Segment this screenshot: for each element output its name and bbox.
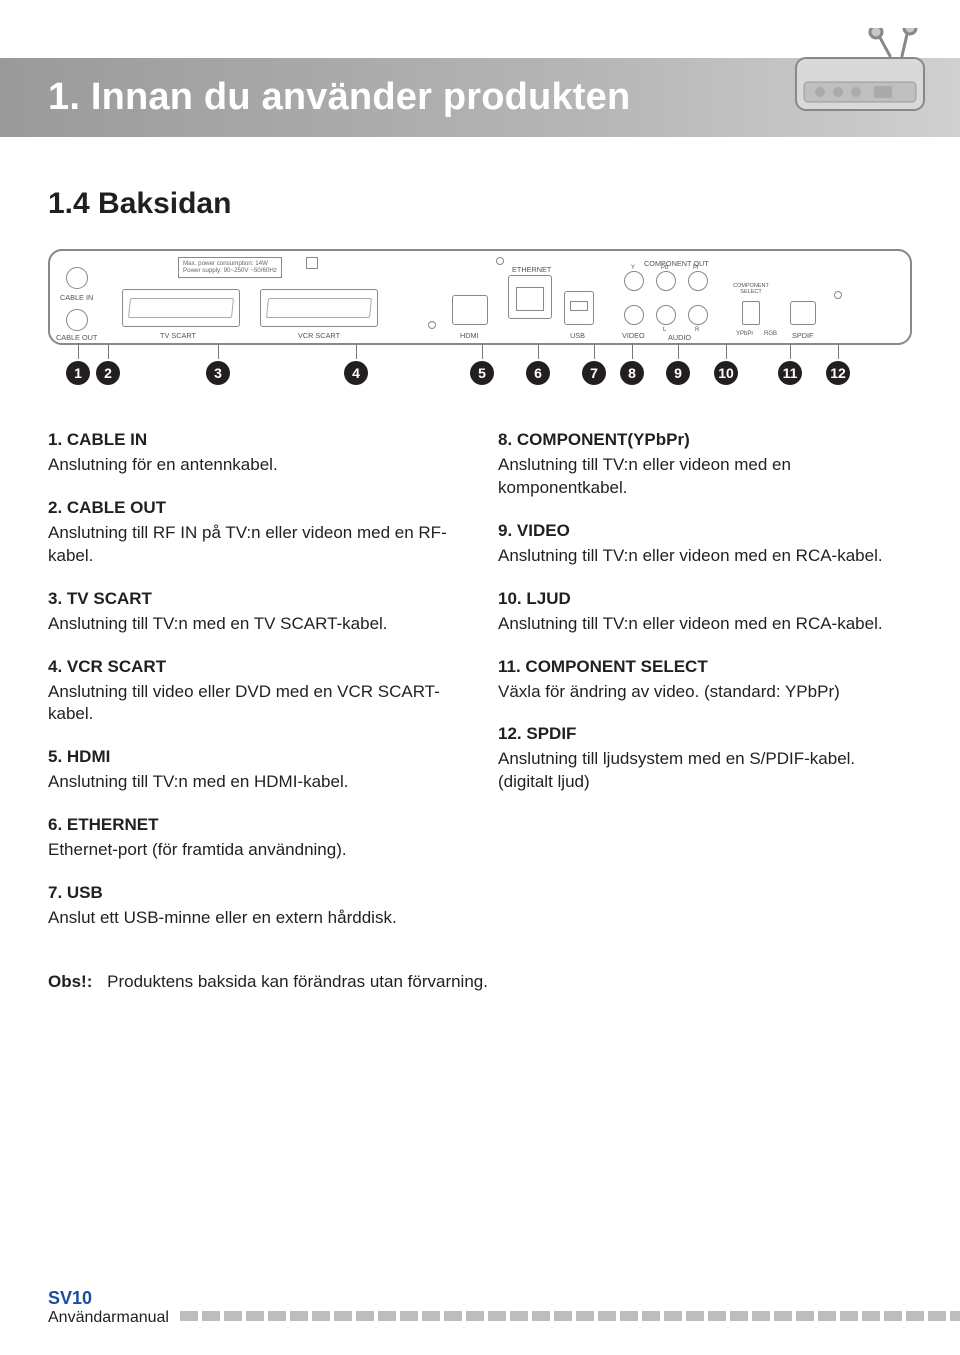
- item-desc: Anslutning till TV:n med en TV SCART-kab…: [48, 613, 462, 636]
- callout-9: 9: [666, 361, 690, 385]
- item-name: LJUD: [526, 589, 570, 608]
- callout-4: 4: [344, 361, 368, 385]
- item-number: 10.: [498, 589, 526, 608]
- list-item: 7. USB Anslut ett USB-minne eller en exte…: [48, 882, 462, 930]
- chapter-header: 1. Innan du använder produkten: [0, 58, 960, 137]
- callout-3: 3: [206, 361, 230, 385]
- callout-row: 123456789101112: [48, 361, 912, 401]
- item-desc: Anslutning till RF IN på TV:n eller vide…: [48, 522, 462, 568]
- note-text: Produktens baksida kan förändras utan fö…: [107, 972, 488, 991]
- item-number: 12.: [498, 724, 526, 743]
- page-footer: SV10 Användarmanual: [48, 1288, 169, 1327]
- footer-decoration: [180, 1311, 960, 1321]
- note-label: Obs!:: [48, 972, 92, 991]
- page-number: SV10: [48, 1288, 169, 1309]
- item-desc: Anslut ett USB-minne eller en extern hår…: [48, 907, 462, 930]
- callout-10: 10: [714, 361, 738, 385]
- description-columns: 1. CABLE IN Anslutning för en antennkabel…: [48, 429, 912, 950]
- list-item: 5. HDMI Anslutning till TV:n med en HDMI-…: [48, 746, 462, 794]
- item-desc: Ethernet-port (för framtida användning).: [48, 839, 462, 862]
- manual-label: Användarmanual: [48, 1309, 169, 1327]
- item-name: SPDIF: [526, 724, 576, 743]
- item-name: TV SCART: [67, 589, 152, 608]
- section-title: 1.4 Baksidan: [48, 187, 960, 221]
- item-desc: Anslutning till TV:n eller videon med en…: [498, 454, 912, 500]
- item-name: USB: [67, 883, 103, 902]
- item-number: 11.: [498, 657, 525, 676]
- item-name: ETHERNET: [67, 815, 159, 834]
- right-column: 8. COMPONENT(YPbPr) Anslutning till TV:n …: [498, 429, 912, 950]
- item-desc: Anslutning till TV:n eller videon med en…: [498, 613, 912, 636]
- item-number: 7.: [48, 883, 67, 902]
- item-name: COMPONENT(YPbPr): [517, 430, 690, 449]
- list-item: 12. SPDIF Anslutning till ljudsystem med …: [498, 723, 912, 794]
- callout-2: 2: [96, 361, 120, 385]
- item-number: 9.: [498, 521, 517, 540]
- item-number: 8.: [498, 430, 517, 449]
- item-number: 4.: [48, 657, 67, 676]
- list-item: 8. COMPONENT(YPbPr) Anslutning till TV:n …: [498, 429, 912, 500]
- list-item: 4. VCR SCART Anslutning till video eller …: [48, 656, 462, 727]
- item-desc: Växla för ändring av video. (standard: Y…: [498, 681, 912, 704]
- item-desc: Anslutning till TV:n med en HDMI-kabel.: [48, 771, 462, 794]
- item-desc: Anslutning till TV:n eller videon med en…: [498, 545, 912, 568]
- list-item: 9. VIDEO Anslutning till TV:n eller video…: [498, 520, 912, 568]
- list-item: 6. ETHERNET Ethernet-port (för framtida a…: [48, 814, 462, 862]
- item-desc: Anslutning till ljudsystem med en S/PDIF…: [498, 748, 912, 794]
- callout-11: 11: [778, 361, 802, 385]
- callout-7: 7: [582, 361, 606, 385]
- list-item: 11. COMPONENT SELECT Växla för ändring av…: [498, 656, 912, 704]
- item-name: CABLE OUT: [67, 498, 166, 517]
- callout-1: 1: [66, 361, 90, 385]
- item-name: VCR SCART: [67, 657, 166, 676]
- callout-12: 12: [826, 361, 850, 385]
- item-desc: Anslutning för en antennkabel.: [48, 454, 462, 477]
- callout-5: 5: [470, 361, 494, 385]
- list-item: 3. TV SCART Anslutning till TV:n med en T…: [48, 588, 462, 636]
- left-column: 1. CABLE IN Anslutning för en antennkabel…: [48, 429, 462, 950]
- note-line: Obs!: Produktens baksida kan förändras u…: [48, 972, 912, 992]
- item-number: 2.: [48, 498, 67, 517]
- callout-8: 8: [620, 361, 644, 385]
- rear-panel-diagram: CABLE IN CABLE OUT Max. power consumptio…: [48, 249, 912, 345]
- device-illustration-icon: [790, 28, 930, 118]
- list-item: 10. LJUD Anslutning till TV:n eller video…: [498, 588, 912, 636]
- callout-6: 6: [526, 361, 550, 385]
- list-item: 1. CABLE IN Anslutning för en antennkabel…: [48, 429, 462, 477]
- item-name: CABLE IN: [67, 430, 147, 449]
- item-number: 1.: [48, 430, 67, 449]
- item-desc: Anslutning till video eller DVD med en V…: [48, 681, 462, 727]
- item-name: COMPONENT SELECT: [525, 657, 707, 676]
- item-name: VIDEO: [517, 521, 570, 540]
- item-number: 6.: [48, 815, 67, 834]
- item-name: HDMI: [67, 747, 110, 766]
- list-item: 2. CABLE OUT Anslutning till RF IN på TV:…: [48, 497, 462, 568]
- item-number: 5.: [48, 747, 67, 766]
- item-number: 3.: [48, 589, 67, 608]
